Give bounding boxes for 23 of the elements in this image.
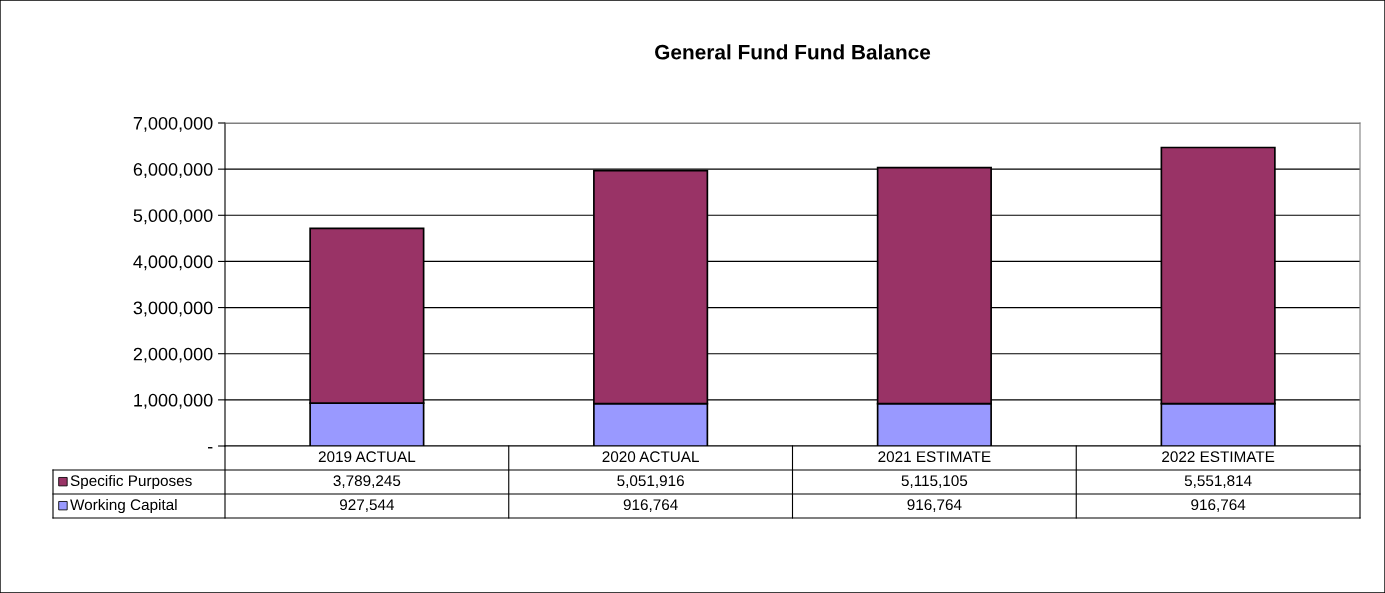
data-label: 3,789,245	[333, 475, 401, 488]
x-tick-label: 2021 ESTIMATE	[878, 451, 991, 463]
data-label: 5,051,916	[617, 475, 684, 488]
y-tick-label: 7,000,000	[133, 116, 213, 132]
x-tick-label: 2020 ACTUAL	[602, 451, 699, 463]
y-tick-label: 3,000,000	[133, 301, 213, 317]
data-label: 916,764	[1191, 499, 1246, 512]
y-tick-label: -	[207, 447, 213, 449]
y-tick-label: 6,000,000	[133, 163, 213, 178]
data-label: 916,764	[623, 499, 678, 512]
y-tick-label: 1,000,000	[134, 393, 213, 409]
x-tick-label: 2019 ACTUAL	[318, 451, 416, 463]
data-label: 927,544	[339, 499, 395, 512]
y-tick-label: 5,000,000	[133, 209, 213, 225]
legend-label: Specific Purposes	[70, 474, 192, 490]
y-tick-label: 2,000,000	[133, 347, 213, 363]
data-label: 916,764	[907, 499, 962, 512]
y-tick-label: 4,000,000	[133, 255, 213, 271]
chart-title: General Fund Fund Balance	[655, 44, 931, 60]
x-tick-label: 2022 ESTIMATE	[1162, 451, 1275, 463]
data-label: 5,551,814	[1184, 475, 1252, 488]
data-label: 5,115,105	[901, 475, 968, 488]
legend-label: Working Capital	[70, 498, 177, 514]
